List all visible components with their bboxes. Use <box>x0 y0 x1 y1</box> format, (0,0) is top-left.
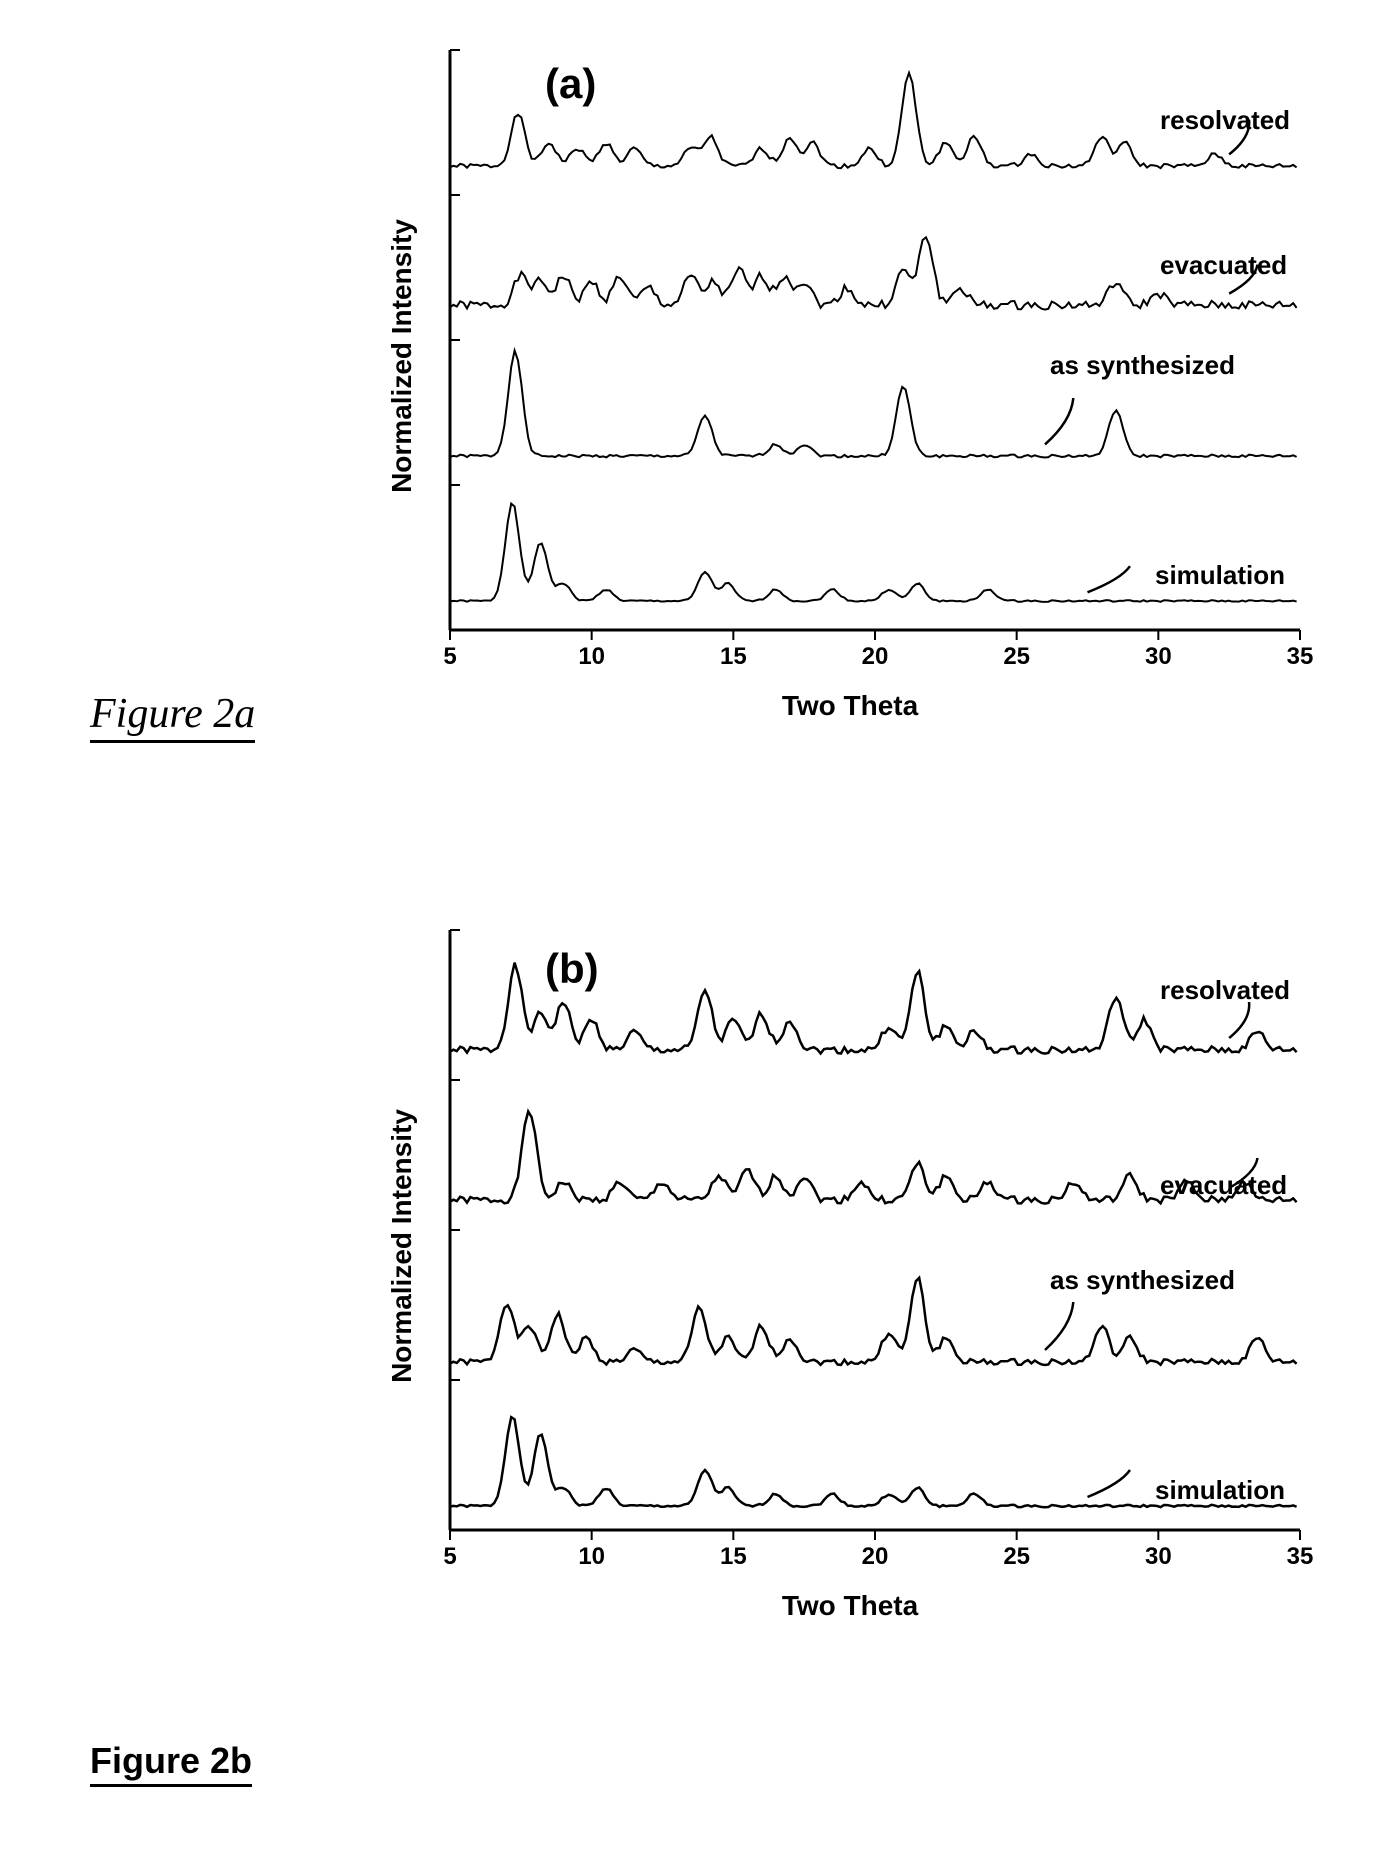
figure-caption-a: Figure 2a <box>90 690 255 743</box>
svg-text:30: 30 <box>1145 1543 1172 1570</box>
xlabel-b: Two Theta <box>750 1590 950 1622</box>
panel-label-b: (b) <box>545 945 599 993</box>
svg-text:20: 20 <box>862 1543 889 1570</box>
svg-text:10: 10 <box>578 643 605 670</box>
svg-text:25: 25 <box>1003 1543 1030 1570</box>
svg-text:20: 20 <box>862 643 889 670</box>
svg-text:25: 25 <box>1003 643 1030 670</box>
chart-a-container: 5 10 15 20 25 30 35 (a) Normalized Intensity T… <box>370 40 1330 740</box>
series-label-a-resolvated: resolvated <box>1160 105 1290 136</box>
svg-text:15: 15 <box>720 1543 747 1570</box>
series-label-a-synthesized: as synthesized <box>1050 350 1235 381</box>
svg-text:10: 10 <box>578 1543 605 1570</box>
svg-text:5: 5 <box>443 1543 456 1570</box>
svg-text:30: 30 <box>1145 643 1172 670</box>
ylabel-a: Normalized Intensity <box>386 219 418 493</box>
xlabel-a: Two Theta <box>750 690 950 722</box>
figure-caption-b: Figure 2b <box>90 1740 252 1787</box>
series-label-b-simulation: simulation <box>1155 1475 1285 1506</box>
svg-text:15: 15 <box>720 643 747 670</box>
series-label-b-resolvated: resolvated <box>1160 975 1290 1006</box>
svg-text:35: 35 <box>1287 643 1314 670</box>
ylabel-b: Normalized Intensity <box>386 1109 418 1383</box>
series-label-b-synthesized: as synthesized <box>1050 1265 1235 1296</box>
panel-label-a: (a) <box>545 60 596 108</box>
series-label-b-evacuated: evacuated <box>1160 1170 1287 1201</box>
series-label-a-evacuated: evacuated <box>1160 250 1287 281</box>
series-label-a-simulation: simulation <box>1155 560 1285 591</box>
svg-text:35: 35 <box>1287 1543 1314 1570</box>
svg-text:5: 5 <box>443 643 456 670</box>
chart-b-container: 5 10 15 20 25 30 35 (b) Normalized Intensity T… <box>370 920 1330 1640</box>
